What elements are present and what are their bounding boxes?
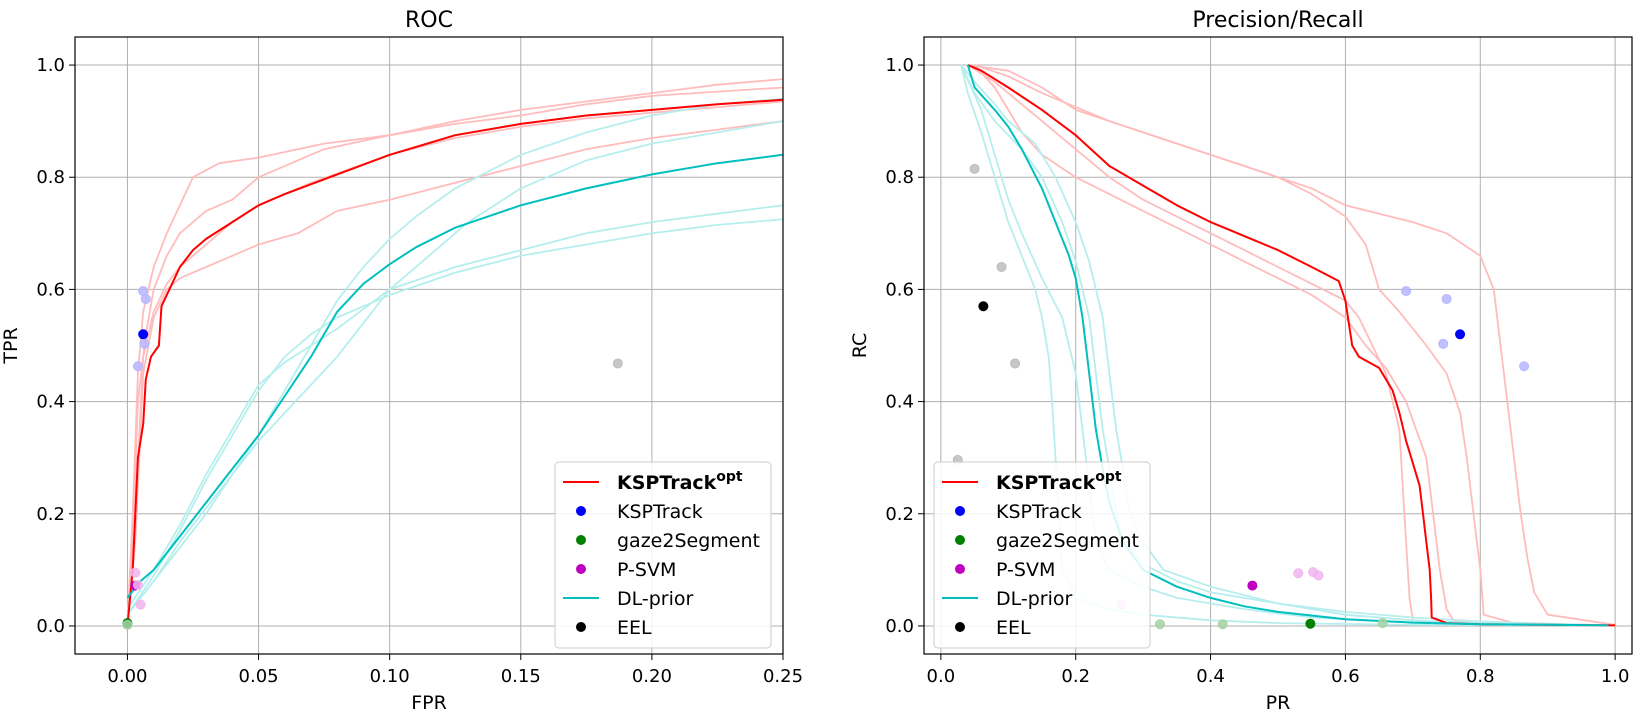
y-tick-label: 0.8: [36, 167, 65, 188]
x-tick-label: 0.6: [1331, 666, 1360, 687]
data-point-eel: [978, 301, 989, 312]
legend-label: KSPTrack: [617, 501, 703, 523]
series-line-main: [126, 98, 783, 627]
chart-title: Precision/Recall: [1192, 8, 1363, 33]
legend-marker-swatch: [955, 622, 965, 632]
data-point-gaze2segment: [122, 619, 133, 630]
chart-title: ROC: [405, 8, 453, 33]
x-tick-label: 0.25: [763, 666, 803, 687]
y-tick-label: 1.0: [885, 55, 914, 76]
y-tick-label: 0.6: [36, 279, 65, 300]
y-tick-label: 0.4: [885, 392, 914, 413]
legend-marker-swatch: [955, 506, 965, 516]
y-tick-label: 0.2: [885, 504, 914, 525]
x-tick-label: 0.15: [501, 666, 541, 687]
data-point-eel: [996, 261, 1007, 272]
series-line-faint: [974, 64, 1616, 627]
data-point-gaze2segment: [1305, 618, 1316, 629]
legend-label: P-SVM: [996, 559, 1055, 581]
legend-label: EEL: [996, 617, 1031, 639]
legend-label: gaze2Segment: [617, 530, 760, 552]
x-tick-label: 0.4: [1196, 666, 1225, 687]
data-point-ksptrack: [132, 361, 143, 372]
legend-marker-swatch: [955, 564, 965, 574]
data-point-eel: [969, 163, 980, 174]
data-point-ksptrack: [1519, 361, 1530, 372]
y-axis-label: TPR: [0, 327, 22, 364]
x-tick-label: 0.10: [370, 666, 410, 687]
y-tick-label: 0.2: [36, 504, 65, 525]
roc-panel: 0.00 0.05 0.10 0.15 0.20 0.25 0.0 0.2 0.4 0.6 0.8 1…: [0, 8, 803, 714]
legend-label: DL-prior: [617, 588, 694, 610]
legend-marker-swatch: [576, 535, 586, 545]
legend-label: DL-prior: [996, 588, 1073, 610]
data-point-p-svm: [132, 580, 143, 591]
y-tick-label: 0.0: [36, 616, 65, 637]
data-point-p-svm: [135, 599, 146, 610]
x-tick-label: 0.05: [239, 666, 279, 687]
data-point-ksptrack: [1455, 329, 1466, 340]
data-point-gaze2segment: [1377, 618, 1388, 629]
legend-label: P-SVM: [617, 559, 676, 581]
data-point-eel: [612, 358, 623, 369]
data-point-ksptrack: [139, 338, 150, 349]
legend: KSPTrackopt KSPTrack gaze2Segment P-SVM DL-p…: [554, 461, 772, 649]
series-line-faint: [126, 78, 783, 627]
legend-label: KSPTrack: [996, 501, 1082, 523]
data-point-eel: [1010, 358, 1021, 369]
data-point-ksptrack: [1441, 293, 1452, 304]
legend-marker-swatch: [955, 535, 965, 545]
y-tick-label: 0.8: [885, 167, 914, 188]
legend-label: gaze2Segment: [996, 530, 1139, 552]
x-tick-label: 1.0: [1601, 666, 1630, 687]
series-line-faint: [126, 218, 783, 616]
series-line-faint: [126, 204, 783, 610]
x-tick-label: 0.0: [927, 666, 956, 687]
y-axis-label: RC: [849, 333, 871, 359]
x-axis-label: FPR: [411, 692, 447, 714]
x-tick-label: 0.8: [1466, 666, 1495, 687]
x-tick-label: 0.2: [1061, 666, 1090, 687]
legend-marker-swatch: [576, 622, 586, 632]
y-tick-label: 0.0: [885, 616, 914, 637]
x-axis-label: PR: [1266, 692, 1291, 714]
data-point-p-svm: [1313, 570, 1324, 581]
plot-area: [952, 64, 1616, 630]
legend-box: [933, 461, 1151, 649]
legend-label: KSPTrackopt: [617, 469, 743, 494]
series-line-faint: [960, 64, 1609, 627]
legend-label: EEL: [617, 617, 652, 639]
data-point-gaze2segment: [1155, 619, 1165, 630]
y-tick-label: 0.4: [36, 392, 65, 413]
y-tick-label: 0.6: [885, 279, 914, 300]
x-tick-label: 0.00: [107, 666, 147, 687]
y-tick-label: 1.0: [36, 55, 65, 76]
axes-frame: [923, 36, 1633, 655]
series-line-faint: [973, 64, 1616, 627]
series-line-faint: [960, 64, 1616, 627]
series-line-faint: [126, 97, 783, 616]
legend-box: [554, 461, 772, 649]
data-point-ksptrack: [138, 329, 149, 340]
data-point-ksptrack: [1438, 338, 1449, 349]
data-point-p-svm: [130, 567, 141, 578]
series-line-main: [967, 64, 1616, 627]
series-line-faint: [126, 120, 783, 627]
axes-frame: [74, 36, 784, 655]
series-line-faint: [967, 64, 1616, 627]
data-point-gaze2segment: [1217, 619, 1228, 630]
data-point-p-svm: [1293, 568, 1304, 579]
legend-marker-swatch: [576, 506, 586, 516]
precision-recall-panel: 0.0 0.2 0.4 0.6 0.8 1.0 0.0 0.2 0.4 0.6 0.8 1.0 Prec…: [849, 8, 1633, 714]
data-point-ksptrack: [140, 293, 151, 304]
plot-area: [122, 78, 783, 630]
series-line-faint: [126, 120, 783, 616]
data-point-ksptrack: [1401, 286, 1412, 297]
series-line-main: [126, 153, 783, 599]
data-point-p-svm: [1247, 580, 1258, 591]
legend-marker-swatch: [576, 564, 586, 574]
legend: KSPTrackoptKSPTrackgaze2SegmentP-SVMDL-p…: [933, 461, 1151, 649]
x-tick-label: 0.20: [632, 666, 672, 687]
